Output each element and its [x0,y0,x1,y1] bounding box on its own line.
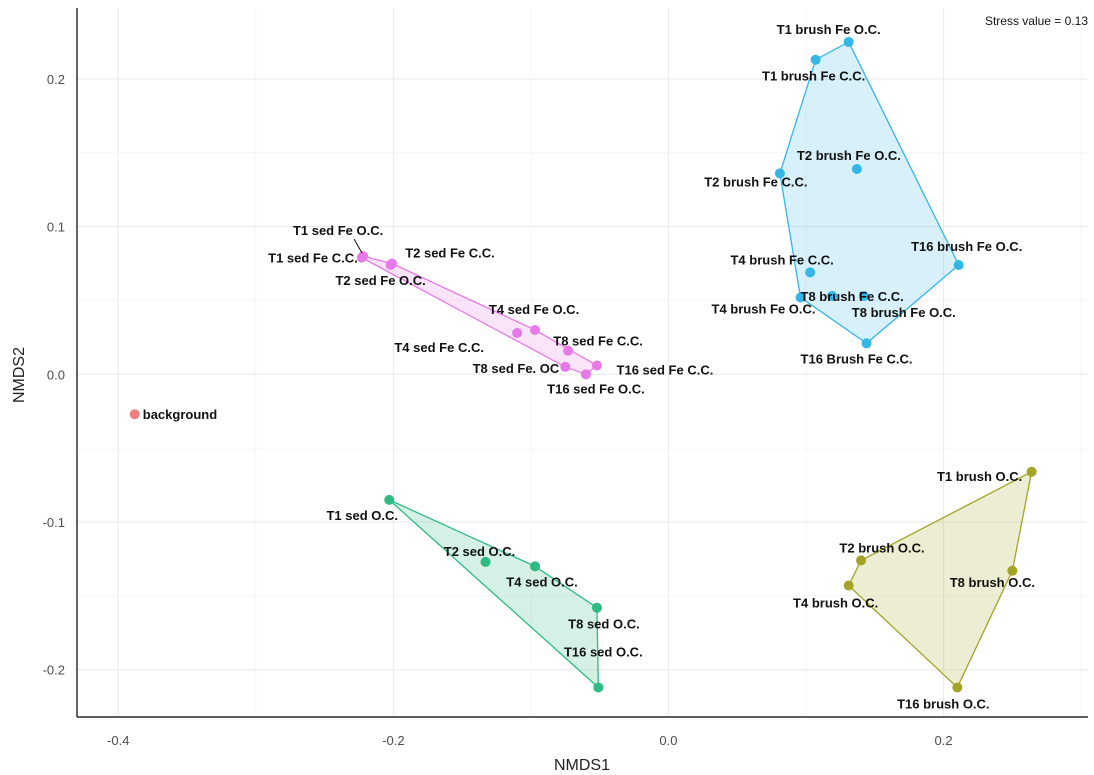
x-tick-label: 0.2 [935,733,953,748]
label-t16-sed-fe-o-c: T16 sed Fe O.C. [547,381,645,396]
y-tick-label: -0.1 [43,515,65,530]
label-t1-sed-fe-o-c: T1 sed Fe O.C. [293,223,383,238]
point-t8-sed-o-c [591,602,602,613]
label-t16-brush-fe-c-c: T16 Brush Fe C.C. [801,351,913,366]
stress-annotation: Stress value = 0.13 [985,14,1088,28]
point-labels: T1 brush Fe O.C. T1 brush Fe C.C. T2 brush… [143,22,1035,711]
label-t16-brush-o-c: T16 brush O.C. [897,696,989,711]
label-t2-brush-fe-o-c: T2 brush Fe O.C. [797,148,901,163]
point-t1-brush-fe-c-c [810,54,821,65]
point-t16-brush-fe-o-c [953,260,964,271]
point-t4-sed-fe-o-c [530,325,541,336]
label-t4-brush-fe-o-c: T4 brush Fe O.C. [712,302,816,317]
label-t8-brush-fe-o-c: T8 brush Fe O.C. [852,305,956,320]
label-t16-brush-fe-o-c: T16 brush Fe O.C. [911,239,1022,254]
label-t4-brush-o-c: T4 brush O.C. [793,596,878,611]
label-t1-brush-fe-c-c: T1 brush Fe C.C. [762,69,865,84]
point-t2-brush-fe-o-c [851,164,862,175]
y-tick-label: -0.2 [43,663,65,678]
point-background [129,409,140,420]
hull-polygons [360,41,1033,689]
x-tick-label: -0.4 [107,733,129,748]
axes: -0.4 -0.2 0.0 0.2 -0.2 -0.1 0.0 0.1 0.2 [43,8,1088,748]
point-t8-sed-fe-c-c [563,345,574,356]
label-t16-sed-o-c: T16 sed O.C. [564,644,643,659]
label-t8-brush-o-c: T8 brush O.C. [950,575,1035,590]
point-t1-sed-o-c [384,494,395,505]
y-tick-label: 0.1 [47,220,65,235]
y-tick-label: 0.0 [47,367,65,382]
x-tick-label: -0.2 [382,733,404,748]
y-axis-title: NMDS2 [11,347,28,403]
y-tick-label: 0.2 [47,72,65,87]
label-t1-sed-o-c: T1 sed O.C. [326,508,398,523]
point-t16-sed-fe-c-c [591,360,602,371]
point-t16-sed-o-c [593,682,604,693]
point-t4-brush-o-c [843,580,854,591]
label-t1-brush-o-c: T1 brush O.C. [937,469,1022,484]
label-t8-sed-o-c: T8 sed O.C. [568,617,640,632]
data-points [129,36,1037,693]
point-t8-sed-fe-oc [560,361,571,372]
label-t8-brush-fe-c-c: T8 brush Fe C.C. [801,289,904,304]
label-t8-sed-fe-oc: T8 sed Fe. OC [473,361,560,376]
point-t2-brush-fe-c-c [774,168,785,179]
point-t8-brush-o-c [1007,565,1018,576]
label-t2-sed-o-c: T2 sed O.C. [444,544,516,559]
point-t2-sed-o-c [480,556,491,567]
point-t8-brush-fe-c-c [827,291,838,302]
label-t2-brush-fe-c-c: T2 brush Fe C.C. [704,174,807,189]
label-t4-sed-o-c: T4 sed O.C. [506,574,578,589]
point-t1-sed-fe-c-c [356,252,367,263]
point-t2-sed-fe-o-c [385,260,396,271]
label-t2-sed-fe-o-c: T2 sed Fe O.C. [335,273,425,288]
label-t2-brush-o-c: T2 brush O.C. [839,540,924,555]
x-tick-label: 0.0 [659,733,677,748]
point-t4-sed-fe-c-c [512,327,523,338]
x-axis-title: NMDS1 [554,757,610,774]
point-t8-brush-fe-o-c [858,291,869,302]
label-background: background [143,407,217,422]
label-t4-brush-fe-c-c: T4 brush Fe C.C. [730,252,833,267]
point-t2-brush-o-c [856,555,867,566]
label-t16-sed-fe-c-c: T16 sed Fe C.C. [617,362,714,377]
point-t16-brush-o-c [952,682,963,693]
label-t2-sed-fe-c-c: T2 sed Fe C.C. [405,246,495,261]
point-t16-sed-fe-o-c [580,369,591,380]
point-t16-brush-fe-c-c [861,338,872,349]
label-leader-line [353,238,363,254]
point-t4-brush-fe-o-c [795,292,806,303]
point-t1-brush-o-c [1026,466,1037,477]
label-t1-sed-fe-c-c: T1 sed Fe C.C. [268,251,358,266]
label-t4-sed-fe-c-c: T4 sed Fe C.C. [394,340,484,355]
point-t4-sed-o-c [530,561,541,572]
label-t4-sed-fe-o-c: T4 sed Fe O.C. [489,302,579,317]
point-t1-brush-fe-o-c [843,36,854,47]
label-t8-sed-fe-c-c: T8 sed Fe C.C. [553,334,643,349]
point-t4-brush-fe-c-c [805,267,816,278]
label-t1-brush-fe-o-c: T1 brush Fe O.C. [777,22,881,37]
